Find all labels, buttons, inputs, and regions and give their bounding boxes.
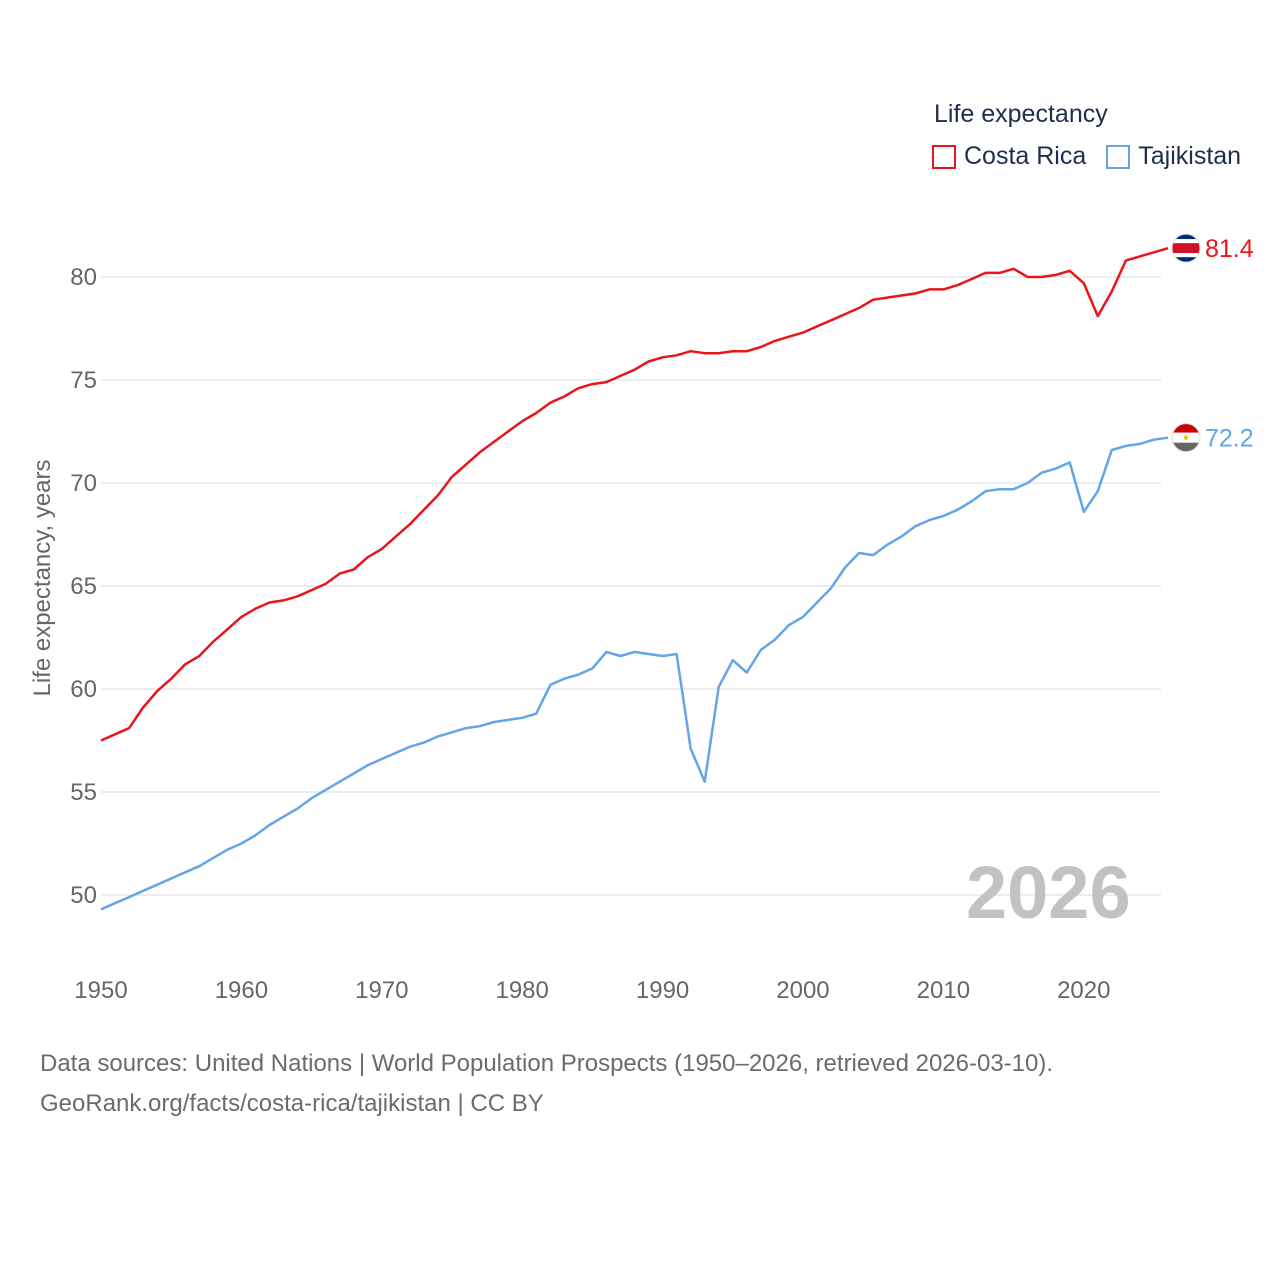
- gridlines: [101, 276, 1161, 896]
- series-line-costa-rica[interactable]: [100, 247, 1169, 742]
- y-tick-65: 65: [70, 573, 97, 600]
- y-axis-label: Life expectancy, years: [29, 459, 56, 696]
- legend-swatch-costa-rica: [932, 144, 956, 169]
- x-tick-1980: 1980: [495, 977, 548, 1004]
- legend-item-costa-rica[interactable]: Costa Rica: [932, 142, 1086, 171]
- x-axis-ticks: 1950 1960 1970 1980 1990 2000 2010 2020: [74, 977, 1110, 1004]
- data-source-footer: Data sources: United Nations | World Pop…: [40, 1044, 1053, 1124]
- y-tick-75: 75: [70, 367, 97, 394]
- end-markers: 81.4 72.2: [1171, 233, 1254, 453]
- legend-label-costa-rica: Costa Rica: [964, 142, 1087, 170]
- costa-rica-flag-icon: [1171, 233, 1201, 263]
- year-watermark: 2026: [966, 851, 1131, 934]
- y-tick-50: 50: [70, 882, 97, 909]
- y-tick-80: 80: [70, 264, 97, 291]
- end-value-costa-rica: 81.4: [1205, 235, 1254, 263]
- series-group: [100, 247, 1169, 911]
- legend-title: Life expectancy: [934, 100, 1108, 128]
- y-tick-60: 60: [70, 676, 97, 703]
- legend-swatch-tajikistan: [1106, 144, 1131, 169]
- x-tick-2010: 2010: [917, 977, 970, 1004]
- attribution-line: GeoRank.org/facts/costa-rica/tajikistan …: [40, 1090, 544, 1117]
- x-tick-2000: 2000: [776, 977, 829, 1004]
- x-tick-1950: 1950: [74, 977, 127, 1004]
- x-tick-1990: 1990: [636, 977, 689, 1004]
- legend-item-tajikistan[interactable]: Tajikistan: [1106, 142, 1241, 171]
- x-tick-2020: 2020: [1057, 977, 1110, 1004]
- series-line-tajikistan[interactable]: [100, 436, 1169, 911]
- legend-label-tajikistan: Tajikistan: [1138, 142, 1242, 170]
- legend: Costa Rica Tajikistan: [932, 142, 1261, 171]
- x-tick-1960: 1960: [215, 977, 268, 1004]
- source-line: Data sources: United Nations | World Pop…: [40, 1050, 1054, 1077]
- y-tick-70: 70: [70, 470, 97, 497]
- tajikistan-flag-icon: [1171, 423, 1201, 453]
- end-value-tajikistan: 72.2: [1205, 425, 1254, 453]
- y-axis-ticks: 50 55 60 65 70 75 80: [70, 264, 97, 909]
- y-tick-55: 55: [70, 779, 97, 806]
- x-tick-1970: 1970: [355, 977, 408, 1004]
